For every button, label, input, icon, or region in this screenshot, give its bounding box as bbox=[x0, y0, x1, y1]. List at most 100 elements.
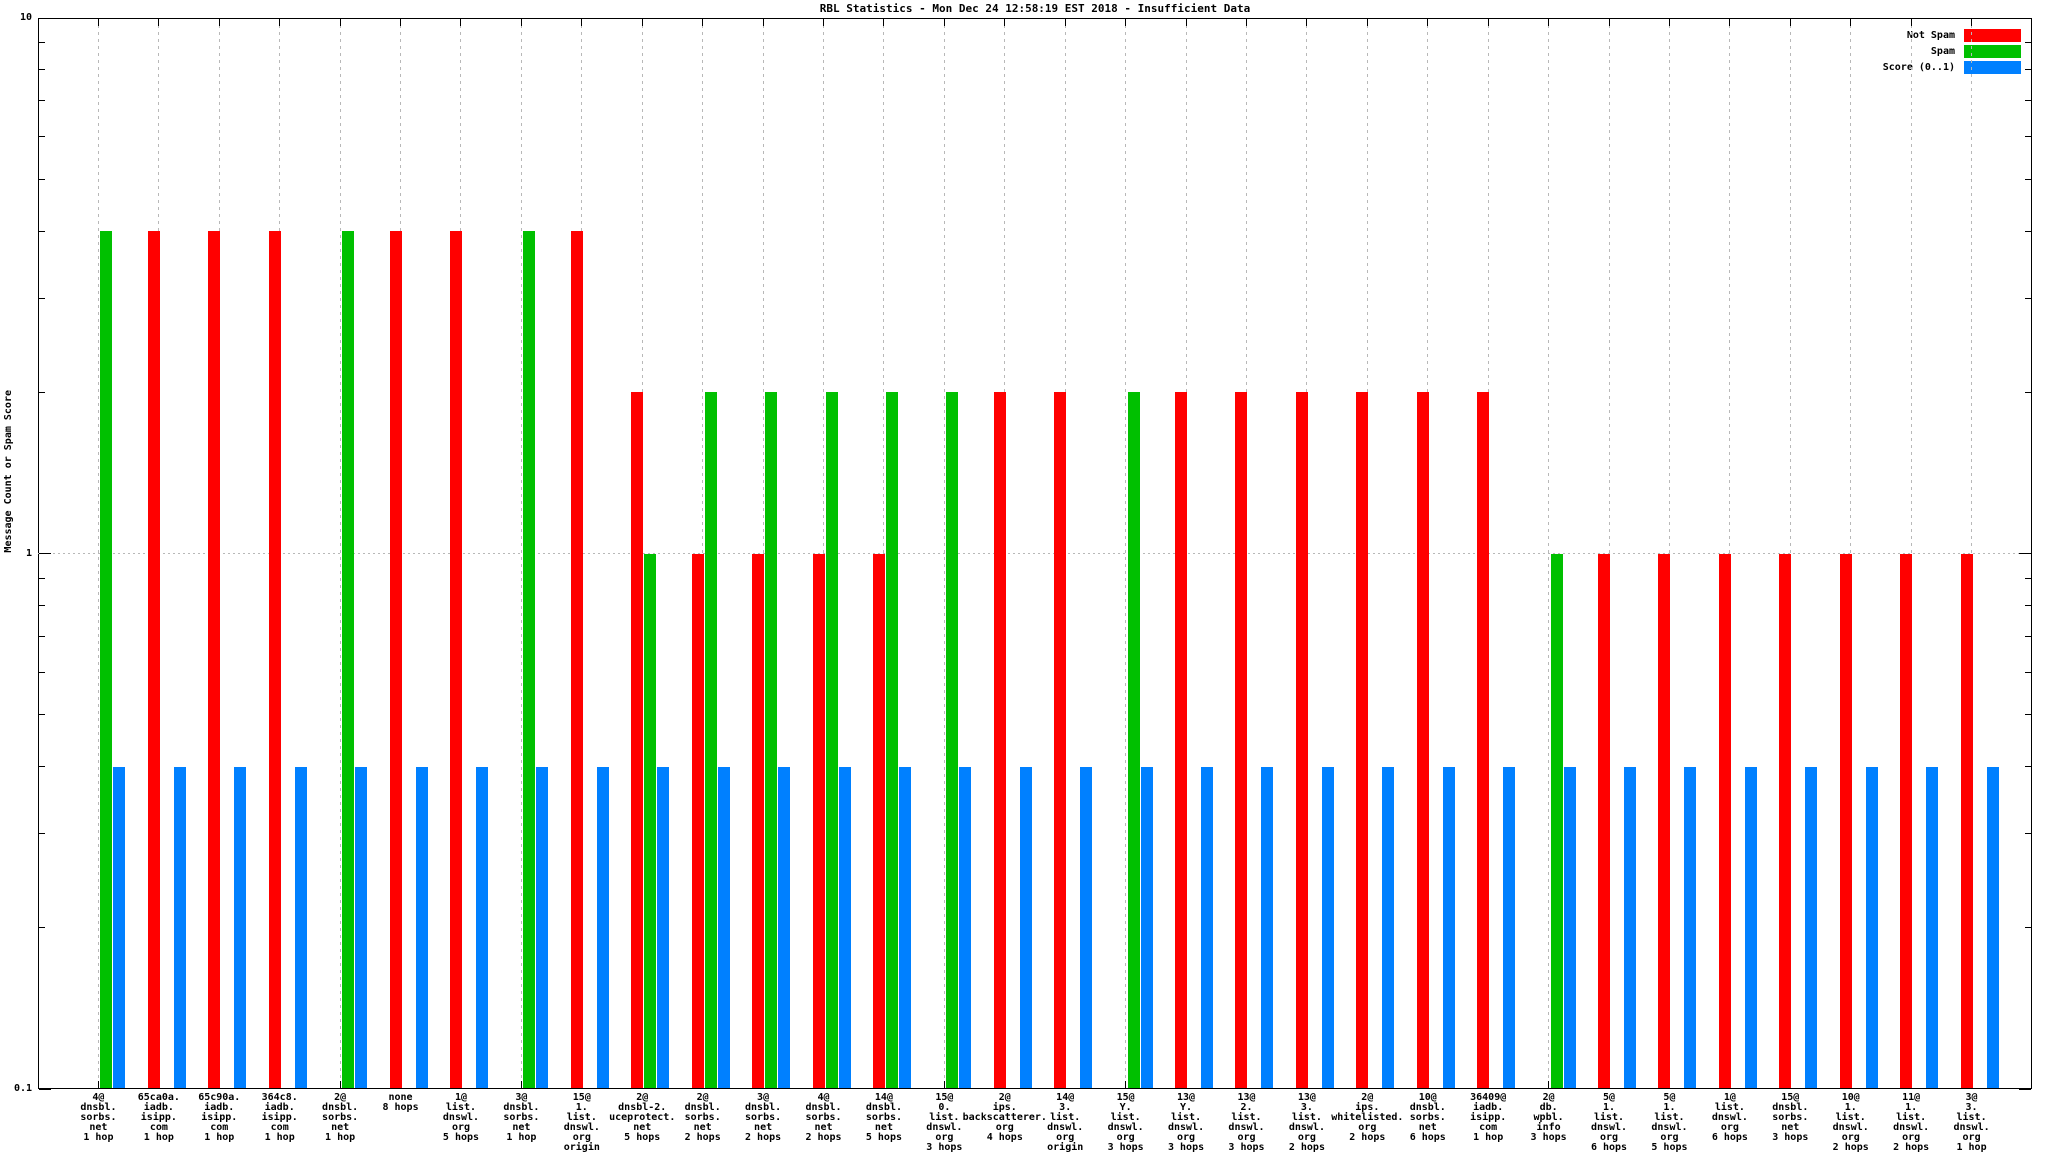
y-major-tick-right bbox=[2019, 1088, 2031, 1090]
x-tick-top bbox=[1729, 18, 1731, 26]
x-axis-label: 14@ dnsbl. sorbs. net 5 hops bbox=[865, 1092, 902, 1143]
y-minor-tick-left bbox=[39, 714, 45, 716]
legend: Not Spam Spam Score (0..1) bbox=[1883, 27, 2021, 75]
y-minor-tick-right bbox=[2025, 927, 2031, 929]
bar-spam bbox=[1550, 553, 1563, 1088]
x-tick-top bbox=[641, 18, 643, 26]
bar-score-0-1 bbox=[778, 766, 791, 1088]
bar-spam bbox=[885, 392, 898, 1088]
x-tick-top bbox=[943, 18, 945, 26]
y-minor-tick-left bbox=[39, 69, 45, 71]
legend-label-score: Score (0..1) bbox=[1882, 61, 1955, 73]
x-tick-bottom bbox=[1548, 1081, 1550, 1089]
x-tick-top bbox=[823, 18, 824, 26]
x-axis-label: 15@ 1. list. dnswl. org origin bbox=[563, 1092, 600, 1152]
x-tick-top bbox=[1366, 18, 1368, 26]
bar-score-0-1 bbox=[1744, 766, 1757, 1088]
x-tick-bottom bbox=[339, 1081, 341, 1089]
bar-spam bbox=[1127, 392, 1140, 1088]
bar-not-spam bbox=[752, 553, 765, 1088]
bar-score-0-1 bbox=[1382, 766, 1395, 1088]
bar-not-spam bbox=[147, 231, 160, 1088]
bar-spam bbox=[523, 231, 536, 1088]
bar-score-0-1 bbox=[959, 766, 972, 1088]
bar-score-0-1 bbox=[294, 766, 307, 1088]
x-tick-top bbox=[762, 18, 764, 26]
y-minor-tick-left bbox=[39, 577, 45, 579]
bar-score-0-1 bbox=[1684, 766, 1697, 1088]
bar-score-0-1 bbox=[1080, 766, 1093, 1088]
x-tick-top bbox=[581, 18, 583, 26]
x-tick-bottom bbox=[1125, 1081, 1127, 1089]
bar-score-0-1 bbox=[1442, 766, 1455, 1088]
bar-not-spam bbox=[1900, 553, 1913, 1088]
y-minor-tick-left bbox=[39, 42, 45, 43]
y-minor-tick-left bbox=[39, 136, 45, 138]
y-minor-tick-right bbox=[2025, 297, 2031, 299]
legend-swatch-spam bbox=[1964, 44, 2021, 58]
bar-spam bbox=[342, 231, 355, 1088]
bar-not-spam bbox=[691, 553, 704, 1088]
x-tick-top bbox=[460, 18, 462, 26]
bar-score-0-1 bbox=[1201, 766, 1214, 1088]
bar-not-spam bbox=[812, 553, 825, 1088]
y-minor-tick-left bbox=[39, 671, 45, 673]
x-tick-top bbox=[400, 18, 402, 26]
y-minor-tick-right bbox=[2025, 671, 2031, 673]
x-axis-label: 15@ dnsbl. sorbs. net 3 hops bbox=[1772, 1092, 1809, 1143]
y-minor-tick-right bbox=[2025, 577, 2031, 579]
x-axis-label: 10@ dnsbl. sorbs. net 6 hops bbox=[1409, 1092, 1446, 1143]
bar-not-spam bbox=[1839, 553, 1852, 1088]
bar-spam bbox=[644, 553, 657, 1088]
legend-item-spam: Spam bbox=[1883, 43, 2021, 59]
x-axis-label: 1@ list. dnswl. org 5 hops bbox=[442, 1092, 480, 1143]
x-axis-label: 3@ dnsbl. sorbs. net 1 hop bbox=[503, 1092, 540, 1143]
y-minor-tick-left bbox=[39, 766, 45, 768]
y-major-tick-left bbox=[39, 553, 51, 554]
x-tick-top bbox=[1427, 18, 1429, 26]
bar-score-0-1 bbox=[1503, 766, 1516, 1088]
bar-score-0-1 bbox=[1261, 766, 1274, 1088]
bar-score-0-1 bbox=[1624, 766, 1637, 1088]
y-minor-tick-right bbox=[2025, 635, 2031, 637]
x-axis-label: 65c90a. iadb. isipp. com 1 hop bbox=[198, 1092, 241, 1143]
y-minor-tick-right bbox=[2025, 833, 2031, 834]
x-tick-top bbox=[1064, 18, 1066, 26]
chart-title: RBL Statistics - Mon Dec 24 12:58:19 EST… bbox=[819, 2, 1251, 15]
x-tick-top bbox=[1850, 18, 1852, 26]
y-minor-tick-right bbox=[2025, 766, 2031, 768]
x-axis-label: 36409@ iadb. isipp. com 1 hop bbox=[1470, 1092, 1507, 1143]
bar-not-spam bbox=[389, 231, 402, 1088]
x-axis-label: 13@ Y. list. dnswl. org 3 hops bbox=[1167, 1092, 1205, 1152]
x-axis-label: 2@ dnsbl-2. uceprotect. net 5 hops bbox=[609, 1092, 676, 1143]
bar-score-0-1 bbox=[113, 766, 126, 1088]
y-axis-title: Message Count or Spam Score bbox=[3, 390, 14, 553]
bar-score-0-1 bbox=[234, 766, 247, 1088]
bar-spam bbox=[825, 392, 838, 1088]
y-minor-tick-left bbox=[39, 297, 45, 299]
x-tick-top bbox=[1125, 18, 1127, 26]
bar-not-spam bbox=[872, 553, 885, 1088]
x-axis-label: 2@ db. wpbl. info 3 hops bbox=[1530, 1092, 1567, 1143]
x-axis-label: 11@ 1. list. dnswl. org 2 hops bbox=[1893, 1092, 1930, 1152]
bar-score-0-1 bbox=[1926, 766, 1939, 1088]
x-tick-top bbox=[1789, 18, 1791, 26]
x-tick-top bbox=[1185, 18, 1187, 26]
x-axis-label: 5@ 1. list. dnswl. org 5 hops bbox=[1651, 1092, 1688, 1152]
x-tick-top bbox=[339, 18, 341, 26]
x-tick-top bbox=[1245, 18, 1247, 26]
x-tick-top bbox=[97, 18, 99, 26]
bar-not-spam bbox=[631, 392, 644, 1088]
bar-not-spam bbox=[1477, 392, 1490, 1088]
y-major-tick-left bbox=[39, 1088, 51, 1090]
legend-item-score: Score (0..1) bbox=[1883, 59, 2021, 75]
bar-score-0-1 bbox=[355, 766, 368, 1088]
x-tick-top bbox=[702, 18, 704, 26]
bar-not-spam bbox=[1235, 392, 1248, 1088]
bar-not-spam bbox=[1779, 553, 1792, 1088]
y-minor-tick-left bbox=[39, 100, 45, 102]
bar-score-0-1 bbox=[1865, 766, 1878, 1088]
x-tick-top bbox=[520, 18, 522, 26]
bar-not-spam bbox=[268, 231, 281, 1088]
